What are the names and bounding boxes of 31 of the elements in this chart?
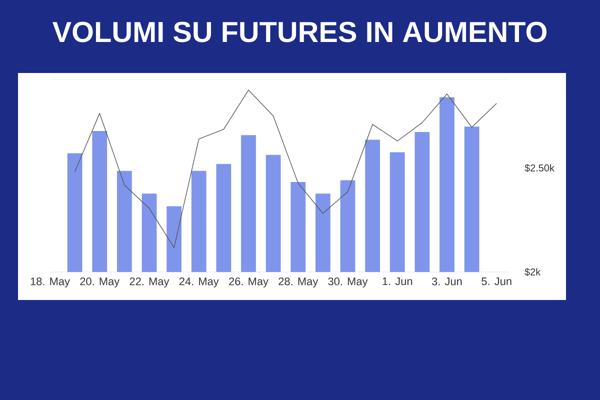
bar <box>92 130 108 272</box>
y-tick-label: $2.50k <box>524 164 554 172</box>
x-tick-label: 1. Jun <box>382 278 412 286</box>
x-tick-label: 18. May <box>30 278 70 288</box>
bar <box>340 180 356 272</box>
bar <box>365 140 380 272</box>
x-tick-label: 26. May <box>229 278 268 288</box>
bar <box>315 194 330 272</box>
bar <box>142 194 157 272</box>
chart-title: VOLUMI SU FUTURES IN AUMENTO <box>52 22 547 42</box>
x-tick-label: 3. Jun <box>432 278 462 286</box>
bar <box>290 182 306 272</box>
bar <box>216 164 232 272</box>
x-tick-label: 30. May <box>328 278 368 288</box>
bar <box>464 126 480 272</box>
bar <box>440 97 454 272</box>
x-tick-label: 22. May <box>130 278 170 288</box>
bar <box>266 154 281 272</box>
x-tick-label: 28. May <box>278 278 318 288</box>
bar <box>390 152 405 272</box>
bar <box>116 170 132 272</box>
bar <box>191 170 206 272</box>
x-tick-label: 20. May <box>80 278 120 288</box>
x-tick-label: 24. May <box>179 278 219 288</box>
bar <box>67 153 82 272</box>
bar <box>241 135 256 272</box>
x-tick-label: 5. Jun <box>482 278 512 286</box>
bar <box>414 132 430 272</box>
line-series <box>74 90 497 248</box>
bar <box>166 206 182 272</box>
y-tick-label: $2k <box>524 268 541 276</box>
